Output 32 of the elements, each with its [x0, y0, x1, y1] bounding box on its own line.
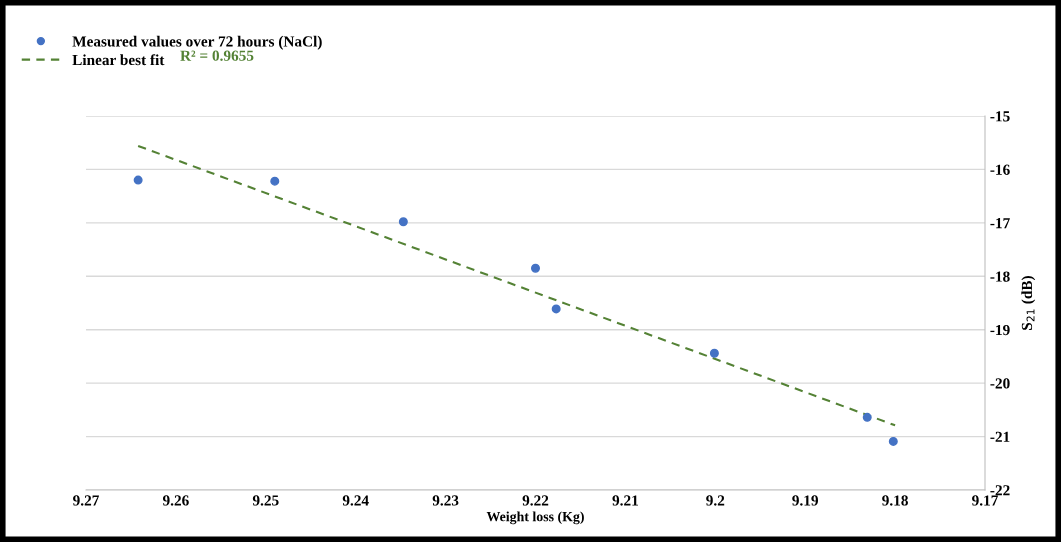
point	[398, 217, 408, 227]
x-tick-label: 9.24	[342, 495, 369, 506]
x-tick-label: 9.25	[252, 495, 279, 506]
y-axis-title: S$_{21}$ (dB)	[1021, 276, 1036, 330]
x-tick-label: 9.22	[522, 495, 549, 506]
x-tick-label: 9.27	[73, 495, 99, 506]
legend-label: Linear best fit	[72, 54, 165, 66]
x-axis-title: Weight loss (Kg)	[486, 511, 584, 525]
legend-label: Measured values over 72 hours (NaCl)	[72, 35, 322, 50]
x-tick-label: 9.18	[882, 495, 908, 506]
point	[133, 175, 143, 185]
x-tick-label: 9.21	[612, 495, 638, 506]
point	[888, 436, 898, 446]
point	[862, 412, 872, 422]
x-tick-label: 9.19	[792, 495, 819, 506]
y-tick-label: -22	[990, 485, 1010, 496]
x-tick-label: 9.23	[432, 495, 459, 506]
point	[709, 348, 719, 358]
y-tick-label: -20	[990, 378, 1010, 389]
y-tick-label: -17	[990, 218, 1010, 229]
x-tick-label: 9.2	[706, 495, 725, 506]
y-tick-label: -18	[990, 271, 1010, 282]
y-tick-label: -21	[990, 431, 1010, 442]
y-tick-label: -19	[990, 324, 1010, 336]
point	[531, 263, 540, 273]
point	[270, 176, 280, 186]
y-tick-label: -16	[990, 164, 1010, 175]
y-tick-label: -15	[990, 111, 1010, 122]
x-tick-label: 9.26	[162, 495, 189, 506]
x-tick-label: 9.17	[972, 495, 998, 506]
text: R² = 0.9655	[180, 50, 254, 61]
point	[551, 304, 561, 314]
